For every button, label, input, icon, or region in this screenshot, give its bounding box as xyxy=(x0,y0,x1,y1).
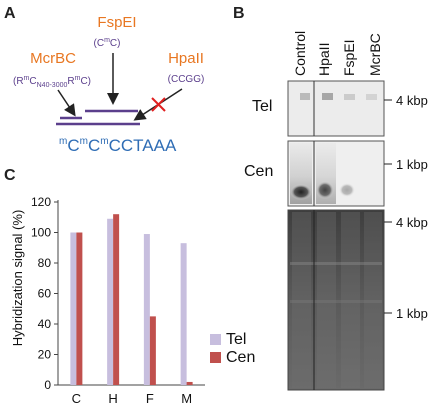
lane-label-fspei: FspEI xyxy=(341,39,357,76)
tel-marker-label: 4 kbp xyxy=(396,93,428,108)
mcrbc-site: (RmCN40-3000RmC) xyxy=(13,75,91,89)
x-tick-label: M xyxy=(181,391,192,406)
x-tick-label: H xyxy=(108,391,117,406)
panel-c-label: C xyxy=(4,167,16,184)
tel-blot xyxy=(287,80,385,137)
legend-label-tel: Tel xyxy=(226,331,246,348)
mcrbc-name: McrBC xyxy=(30,50,76,67)
hpaii-cross-icon xyxy=(151,97,166,112)
hpaii-site: (CCGG) xyxy=(168,74,205,85)
lane-label-control: Control xyxy=(292,31,308,76)
hpaii-name: HpaII xyxy=(168,50,204,67)
y-tick-label: 60 xyxy=(38,287,52,301)
bar-cen-c xyxy=(76,232,83,385)
bar-tel-c xyxy=(70,232,77,385)
legend-label-cen: Cen xyxy=(226,349,255,366)
y-tick-label: 0 xyxy=(44,378,51,392)
x-tick-label: C xyxy=(72,391,81,406)
y-tick-label: 80 xyxy=(38,256,52,270)
y-tick-label: 40 xyxy=(38,317,52,331)
row-label-tel: Tel xyxy=(252,98,272,115)
mcrbc-arrow xyxy=(57,89,76,117)
repeat-sequence: mCmCmCCTAAA xyxy=(59,136,177,155)
chart-ylabel: Hybridization signal (%) xyxy=(10,210,25,347)
bar-tel-m xyxy=(180,243,187,385)
chart-legend: Tel Cen xyxy=(210,331,255,366)
cen-blot xyxy=(287,140,385,207)
gel-marker-label-top: 4 kbp xyxy=(396,215,428,230)
fspei-site: (CmC) xyxy=(94,37,121,49)
fspei-name: FspEI xyxy=(97,14,136,31)
gel-image xyxy=(287,209,385,391)
y-tick-label: 20 xyxy=(38,348,52,362)
bar-cen-m xyxy=(186,381,193,385)
bar-tel-f xyxy=(143,234,150,385)
cen-marker-label: 1 kbp xyxy=(396,157,428,172)
bar-cen-h xyxy=(113,214,120,385)
row-label-cen: Cen xyxy=(244,163,273,180)
bar-cen-f xyxy=(149,316,156,385)
bar-chart: 0 20 40 60 80 100 120 C H F M xyxy=(31,195,205,406)
panel-a-label: A xyxy=(4,5,16,22)
panel-b-label: B xyxy=(233,5,245,22)
bar-tel-h xyxy=(107,218,114,385)
legend-swatch-cen xyxy=(210,352,221,363)
gel-marker-label-bottom: 1 kbp xyxy=(396,306,428,321)
x-tick-label: F xyxy=(146,391,154,406)
y-tick-label: 120 xyxy=(31,195,51,209)
lane-label-mcrbc: McrBC xyxy=(367,33,383,76)
y-tick-label: 100 xyxy=(31,226,51,240)
legend-swatch-tel xyxy=(210,334,221,345)
lane-label-hpaii: HpaII xyxy=(316,43,332,76)
dna-schematic xyxy=(56,109,140,126)
